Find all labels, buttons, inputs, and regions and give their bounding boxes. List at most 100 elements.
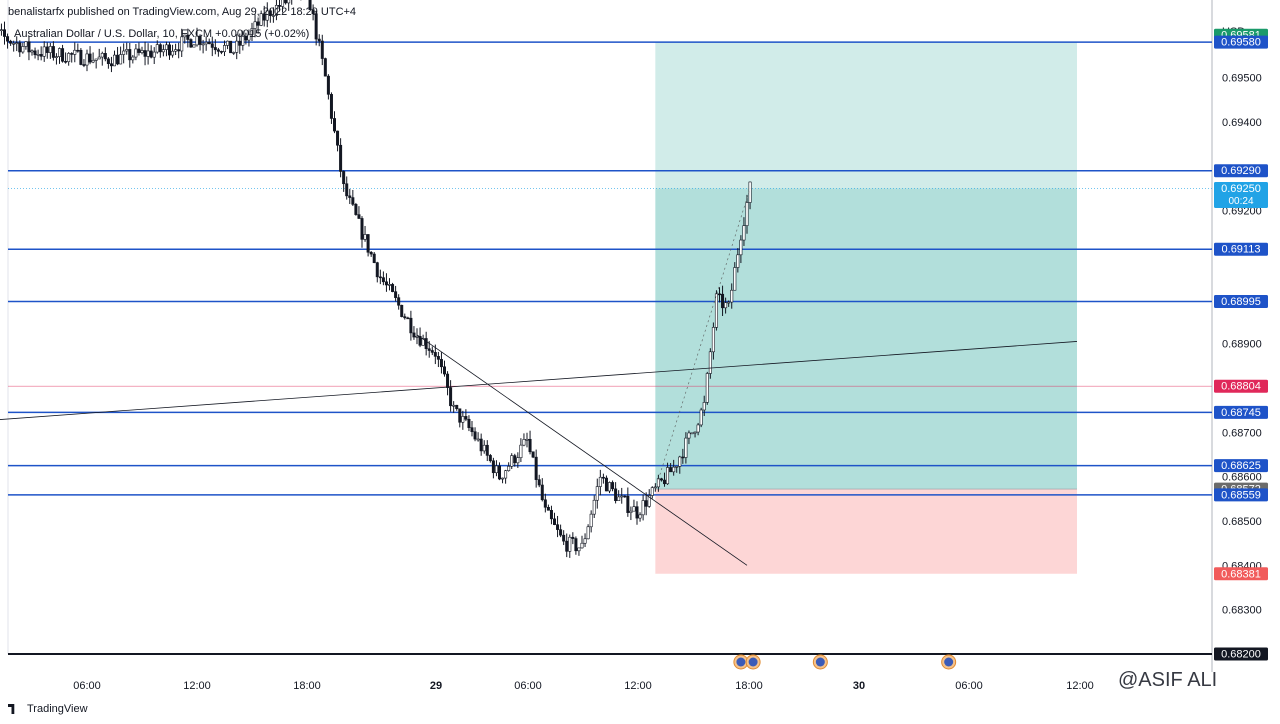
candle-body (354, 204, 358, 215)
candle-body (546, 506, 550, 511)
x-tick-label: 06:00 (73, 680, 101, 692)
candle-body (161, 49, 165, 53)
candle-body (232, 52, 236, 54)
candle-body (436, 356, 440, 360)
target-zone-upper[interactable] (655, 42, 1077, 189)
tradingview-logo-icon (8, 704, 15, 714)
candle-body (64, 60, 68, 63)
candle-body (109, 63, 113, 67)
candle-body (116, 54, 120, 65)
price-label-bg (1214, 405, 1268, 419)
candle-body (265, 10, 269, 21)
candle-body (595, 486, 599, 501)
candle-body (51, 46, 55, 58)
candle-body (666, 467, 670, 485)
candle-body (259, 13, 263, 26)
candle-body (125, 49, 129, 52)
candle-body (357, 214, 361, 219)
candle-body (528, 438, 532, 453)
candle-body (247, 34, 251, 41)
candle-body (568, 536, 572, 552)
candle-body (284, 0, 288, 4)
candle-body (384, 281, 388, 286)
candle-body (577, 547, 581, 552)
trendline[interactable] (416, 334, 748, 566)
y-tick-label: 0.69400 (1222, 117, 1262, 129)
candle-body (366, 234, 370, 253)
price-label-text: 0.68381 (1221, 568, 1261, 580)
candle-body (57, 48, 61, 57)
candle-body (449, 387, 453, 407)
price-label-line: 0.68745 (1214, 405, 1268, 419)
candle-body (461, 416, 465, 423)
candle-body (94, 58, 98, 61)
candle-body (79, 49, 83, 65)
candle-body (91, 60, 95, 63)
candle-body (48, 46, 52, 53)
candle-body (281, 0, 285, 7)
candle-body (6, 36, 10, 42)
candle-body (317, 38, 321, 42)
price-label-bg (1214, 488, 1268, 502)
price-label-bottom: 0.68200 (1214, 647, 1268, 661)
candle-body (88, 53, 92, 63)
candle-body (473, 431, 477, 440)
economic-event-icon[interactable] (941, 654, 957, 670)
price-label-bg (1214, 379, 1268, 393)
candle-body (681, 456, 685, 459)
candle-body (650, 487, 654, 496)
economic-event-icon[interactable] (745, 654, 761, 670)
price-label-text: 0.68745 (1221, 407, 1261, 419)
candle-body (372, 253, 376, 263)
candle-body (320, 40, 324, 59)
candle-body (229, 40, 233, 54)
candle-body (363, 234, 367, 240)
candle-body (678, 456, 682, 467)
countdown-text: 00:24 (1228, 196, 1253, 207)
candle-body (586, 526, 590, 540)
candle-body (223, 45, 227, 53)
candle-body (727, 301, 731, 304)
candle-body (375, 262, 379, 278)
candle-body (730, 289, 734, 303)
candle-body (485, 444, 489, 456)
stop-zone[interactable] (655, 489, 1077, 574)
candle-body (556, 524, 560, 530)
candle-body (501, 477, 505, 480)
economic-event-icon[interactable] (812, 654, 828, 670)
candle-body (583, 538, 587, 544)
candle-body (659, 478, 663, 481)
candle-body (543, 499, 547, 508)
candle-body (12, 42, 16, 45)
candle-body (510, 455, 514, 467)
candle-body (329, 94, 333, 119)
candle-body (137, 48, 141, 53)
price-label-line: 0.69290 (1214, 164, 1268, 178)
x-tick-label: 29 (430, 680, 442, 692)
candle-body (687, 432, 691, 439)
candle-body (427, 348, 431, 351)
candle-body (647, 495, 651, 507)
candle-body (525, 438, 529, 441)
candle-body (348, 195, 352, 198)
x-tick-label: 06:00 (514, 680, 542, 692)
footer-brand[interactable]: TradingView (8, 703, 88, 715)
candle-body (180, 36, 184, 52)
candle-body (702, 402, 706, 411)
candle-body (195, 35, 199, 46)
candle-body (274, 5, 278, 16)
candle-body (394, 291, 398, 298)
candle-body (467, 418, 471, 428)
candle-body (589, 513, 593, 528)
candle-body (611, 482, 615, 490)
candle-body (513, 455, 517, 464)
price-label-text: 0.68559 (1221, 489, 1261, 501)
trendline[interactable] (0, 341, 1078, 421)
candle-body (705, 373, 709, 403)
watermark: @ASIF ALI (1118, 669, 1218, 691)
economic-event-icon[interactable] (733, 654, 749, 670)
target-zone-filled[interactable] (655, 188, 1077, 490)
candle-body (452, 404, 456, 407)
candle-body (106, 58, 110, 65)
